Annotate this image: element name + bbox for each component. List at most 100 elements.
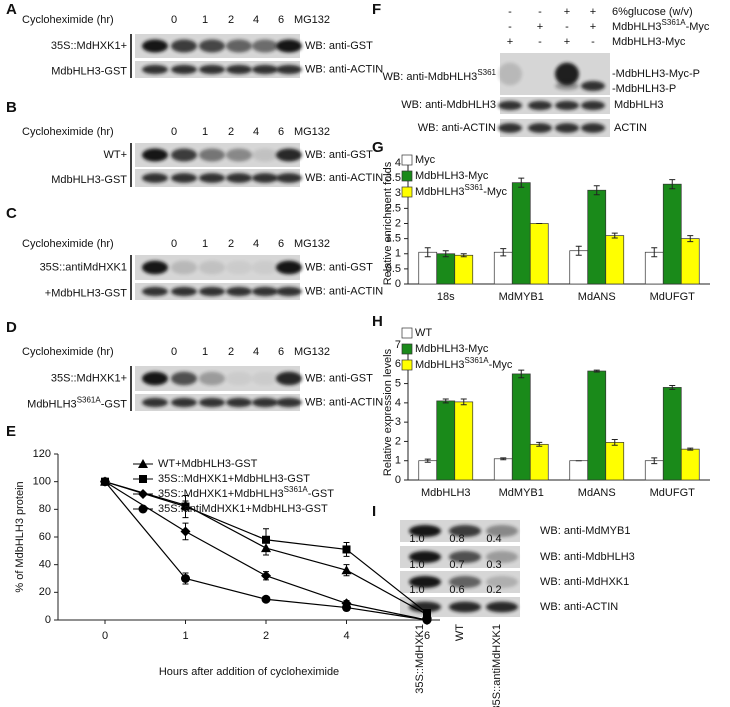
blot-band — [252, 64, 278, 75]
wb-label: WB: anti-ACTIN — [305, 172, 383, 184]
text-part: -Myc — [489, 359, 513, 371]
sign: + — [507, 36, 513, 48]
panel-letter: D — [6, 319, 17, 336]
error-bar — [687, 447, 694, 451]
wb-label: WB: anti-GST — [305, 261, 373, 273]
y-axis-label: % of MdbHLH3 protein — [14, 481, 26, 592]
y-tick-label: 60 — [39, 531, 51, 543]
wb-label: WB: anti-MdHXK1 — [540, 576, 629, 588]
blot-band — [226, 397, 252, 408]
error-bar — [611, 232, 618, 239]
legend-label: Myc — [415, 154, 436, 166]
lane-label: 6 — [278, 346, 284, 358]
superscript: S361A — [284, 485, 309, 494]
panel-letter: G — [372, 139, 384, 156]
blot-band — [171, 39, 197, 53]
blot-header: Cycloheximide (hr) — [22, 238, 114, 250]
text-part: -Myc — [483, 186, 507, 198]
error-bar — [593, 185, 600, 196]
band-label: ACTIN — [614, 122, 647, 134]
marker — [261, 570, 271, 581]
error-bar — [669, 385, 676, 390]
sign: + — [564, 6, 570, 18]
y-tick-label: 2 — [395, 435, 401, 447]
blot-band — [199, 173, 225, 183]
sign: + — [537, 21, 543, 33]
quant-label: 0.7 — [449, 559, 464, 571]
legend-label: 35S::MdHXK1+MdbHLH3S361A-GST — [158, 485, 334, 500]
blot-band — [276, 260, 302, 275]
text-part: MdbHLH3 — [612, 21, 662, 33]
superscript: S361A — [465, 356, 490, 365]
quant-label: 0.2 — [486, 584, 501, 596]
bar — [454, 254, 474, 285]
legend-label: MdbHLH3-Myc — [415, 343, 489, 355]
lane-label: 1 — [202, 126, 208, 138]
blot-band — [486, 525, 518, 537]
bar — [529, 443, 549, 481]
sample-label: 35S::MdHXK1+ — [51, 372, 127, 384]
wb-label: WB: anti-GST — [305, 372, 373, 384]
blot-band — [199, 286, 225, 297]
blot-band — [486, 551, 518, 563]
blot-band — [555, 82, 579, 90]
lane-label: 1 — [202, 14, 208, 26]
legend-label: WT — [415, 327, 432, 339]
sign: + — [590, 6, 596, 18]
legend-label: MdbHLH3S361A-Myc — [415, 356, 513, 371]
text-part: -GST — [101, 398, 128, 410]
error-bar — [651, 247, 658, 258]
blot-band — [171, 371, 197, 386]
lane-label: 0 — [171, 346, 177, 358]
x-tick-label: MdUFGT — [650, 291, 696, 303]
y-tick-label: 1 — [395, 248, 401, 260]
y-tick-label: 100 — [33, 476, 51, 488]
quant-label: 1.0 — [409, 533, 424, 545]
x-tick-label: MdUFGT — [650, 487, 696, 499]
blot-band — [581, 100, 605, 111]
error-bar — [424, 247, 431, 258]
blot-band — [142, 260, 168, 275]
blot-band — [171, 64, 197, 75]
legend-label: 35S::MdHXK1+MdbHLH3-GST — [158, 473, 310, 485]
error-bar — [575, 245, 582, 256]
blot-header: Cycloheximide (hr) — [22, 126, 114, 138]
blot-band — [226, 371, 252, 386]
bar — [493, 458, 513, 481]
blot-band — [199, 397, 225, 408]
wb-label: WB: anti-GST — [305, 40, 373, 52]
blot-band — [486, 576, 518, 588]
blot-band — [226, 64, 252, 75]
bar — [662, 387, 682, 481]
y-tick-label: 20 — [39, 586, 51, 598]
blot-band — [142, 39, 168, 53]
blot-band — [276, 397, 302, 408]
sample-label: MdbHLH3-GST — [51, 174, 127, 186]
y-axis-label: Relative expression levels — [382, 348, 394, 476]
y-tick-label: 3 — [395, 416, 401, 428]
legend-marker — [138, 459, 148, 468]
blot-band — [276, 39, 302, 53]
bar — [454, 401, 474, 481]
legend-swatch — [401, 170, 413, 182]
error-bar — [442, 398, 449, 404]
y-tick-label: 3.5 — [386, 172, 401, 184]
bar — [436, 400, 456, 481]
blot-header: Cycloheximide (hr) — [22, 14, 114, 26]
sample-label: MdbHLH3-GST — [51, 65, 127, 77]
quant-label: 1.0 — [409, 584, 424, 596]
x-tick-label: MdMYB1 — [499, 291, 544, 303]
text-part: MdbHLH3 — [415, 186, 465, 198]
lane-label: 35S::antiMdHXK1 — [491, 624, 503, 707]
blot-band — [409, 576, 441, 588]
marker — [100, 477, 110, 487]
x-tick-label: MdANS — [578, 291, 616, 303]
blot-band — [252, 260, 278, 275]
bar — [587, 370, 607, 481]
blot-band — [226, 148, 252, 162]
bar — [511, 373, 531, 481]
lane-label: 6 — [278, 14, 284, 26]
bar — [569, 460, 589, 481]
band-label: MdbHLH3 — [614, 99, 664, 111]
quant-label: 0.4 — [486, 533, 501, 545]
